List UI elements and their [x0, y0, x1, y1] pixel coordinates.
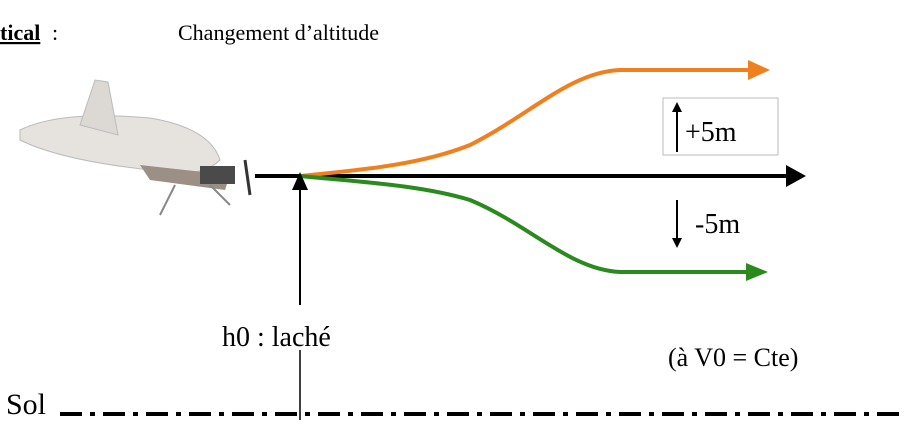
down-arrow: [746, 263, 768, 281]
down-label: -5m: [695, 209, 740, 240]
separator: :: [52, 20, 58, 45]
down-trajectory: [300, 176, 748, 272]
subtitle: Changement d’altitude: [178, 20, 379, 45]
up-arrow: [748, 60, 770, 80]
title: tical: [0, 20, 40, 45]
up-label: +5m: [685, 117, 737, 148]
axis-arrow: [786, 165, 806, 187]
diagram: tical : Changement d’altitude +5m -5m h0…: [0, 0, 906, 430]
ground-label: Sol: [6, 388, 46, 421]
up-trajectory: [300, 70, 750, 176]
release-label: h0 : laché: [222, 322, 331, 353]
speed-label: (à V0 = Cte): [668, 343, 798, 372]
plane: [20, 80, 250, 215]
